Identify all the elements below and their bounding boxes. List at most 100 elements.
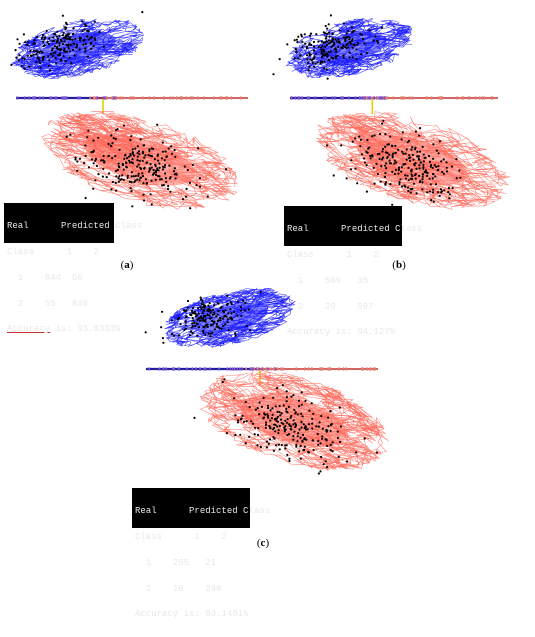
graph-node	[445, 170, 449, 173]
graph-node	[430, 164, 433, 167]
graph-node	[435, 149, 438, 152]
graph-node	[122, 168, 125, 171]
graph-node	[354, 167, 357, 170]
graph-node	[209, 311, 212, 314]
graph-node	[276, 425, 279, 428]
predicted-class-label: Predicted Class	[61, 221, 143, 232]
graph-node	[52, 39, 56, 43]
graph-node	[349, 168, 352, 171]
graph-node	[194, 315, 197, 318]
graph-node	[384, 181, 388, 184]
graph-node	[121, 162, 124, 165]
graph-node	[360, 53, 363, 56]
graph-edge-path	[323, 17, 374, 37]
graph-node	[379, 180, 382, 183]
graph-node	[115, 175, 118, 178]
graph-node	[21, 57, 24, 60]
graph-node	[67, 37, 70, 40]
graph-node	[191, 307, 195, 310]
graph-node	[251, 422, 254, 425]
graph-node	[63, 49, 66, 52]
graph-node	[26, 43, 29, 47]
graph-node	[156, 174, 160, 178]
graph-node	[196, 322, 199, 325]
graph-node	[287, 405, 290, 408]
graph-node	[345, 36, 349, 39]
axis-tick	[180, 96, 182, 100]
graph-node	[222, 310, 225, 313]
axis-tick	[252, 367, 254, 371]
graph-node	[437, 152, 440, 155]
confusion-matrix-c: Real Predicted Class Class 1 2 1 255 2 1 …	[132, 488, 270, 619]
graph-node	[84, 42, 87, 46]
graph-node	[419, 161, 422, 164]
graph-edge-path	[208, 373, 318, 417]
graph-node	[311, 427, 314, 430]
graph-node	[360, 153, 364, 156]
graph-node	[432, 200, 435, 203]
graph-visualization-a	[10, 11, 248, 210]
graph-node	[386, 143, 389, 146]
graph-node	[455, 177, 458, 180]
graph-node	[72, 48, 75, 52]
graph-edge-path	[206, 291, 275, 342]
graph-node	[300, 391, 303, 394]
graph-node	[276, 420, 279, 423]
graph-edge-path	[229, 293, 293, 340]
graph-node	[186, 306, 189, 309]
graph-node	[191, 317, 194, 320]
graph-edge-path	[170, 168, 238, 200]
graph-node	[312, 448, 315, 452]
graph-node	[141, 11, 144, 14]
axis-tick	[372, 367, 375, 371]
graph-edge-path	[299, 55, 365, 79]
graph-node	[284, 419, 287, 422]
graph-node	[400, 185, 404, 188]
graph-node	[141, 152, 144, 155]
graph-node	[128, 159, 131, 162]
graph-node	[303, 427, 306, 430]
graph-node	[133, 180, 136, 184]
graph-node	[43, 55, 46, 58]
graph-node	[226, 318, 229, 321]
graph-node	[56, 39, 59, 42]
graph-node	[394, 168, 397, 171]
graph-node	[50, 49, 54, 52]
graph-node	[410, 173, 413, 176]
graph-node	[416, 155, 419, 158]
axis-tick	[119, 96, 121, 100]
graph-node	[308, 65, 311, 68]
axis-tick	[408, 96, 411, 100]
graph-node	[236, 300, 239, 303]
graph-node	[175, 173, 178, 176]
axis-tick	[199, 367, 201, 371]
graph-node	[224, 323, 227, 326]
graph-node	[392, 152, 395, 155]
graph-node	[136, 178, 139, 181]
graph-node	[134, 147, 137, 150]
graph-node	[137, 172, 140, 175]
graph-node	[92, 162, 95, 165]
real-label: Real	[7, 221, 29, 232]
graph-node	[82, 43, 85, 46]
axis-tick	[121, 96, 124, 100]
axis-tick	[89, 96, 91, 100]
graph-node	[232, 311, 235, 314]
graph-node	[424, 156, 427, 159]
graph-node	[114, 137, 117, 141]
graph-node	[201, 317, 204, 320]
graph-node	[49, 53, 53, 56]
graph-edge-path	[335, 156, 457, 207]
graph-node	[404, 177, 408, 180]
graph-node	[381, 158, 384, 161]
cell: 255	[172, 557, 190, 568]
graph-edge-path	[351, 22, 411, 64]
graph-node	[458, 169, 461, 172]
graph-node	[345, 177, 348, 180]
graph-node	[322, 54, 325, 57]
axis-tick	[64, 96, 67, 100]
cell: 597	[357, 301, 374, 312]
graph-node	[150, 166, 153, 169]
graph-node	[239, 306, 242, 309]
graph-node	[164, 164, 167, 167]
